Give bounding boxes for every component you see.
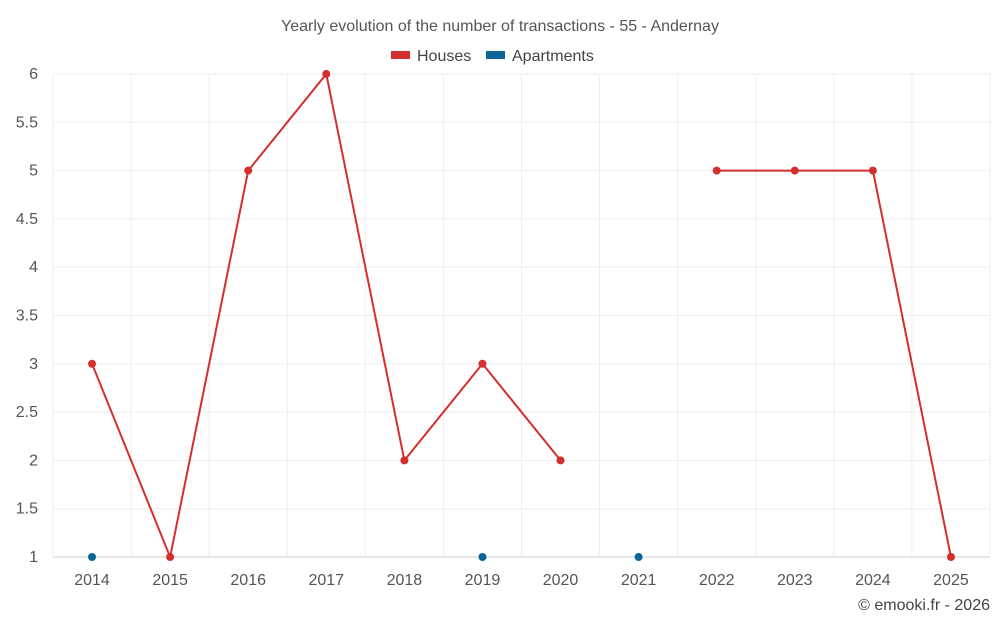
- legend-swatch-houses: [391, 51, 410, 59]
- data-point-houses[interactable]: [712, 166, 721, 175]
- data-point-houses[interactable]: [244, 166, 253, 175]
- legend-label-apartments: Apartments: [512, 48, 594, 65]
- x-axis-ticks: 2014 2015 2016 2017 2018 2019 2020 2021 2022 2023…: [74, 572, 969, 589]
- credit-text: © emooki.fr - 2026: [858, 597, 990, 614]
- data-point-apartments[interactable]: [634, 553, 643, 561]
- series-line-houses: [716, 169, 952, 558]
- x-tick-label: 2020: [543, 572, 579, 589]
- x-tick-label: 2022: [699, 572, 735, 589]
- y-tick-label: 3.5: [16, 308, 38, 325]
- legend-swatch-apartments: [486, 51, 505, 59]
- data-point-houses[interactable]: [166, 553, 175, 561]
- data-point-houses[interactable]: [88, 359, 97, 368]
- y-axis-ticks: 1 1.5 2 2.5 3 3.5 4 4.5 5 5.5 6: [16, 66, 38, 566]
- grid: [52, 73, 991, 558]
- data-point-apartments[interactable]: [478, 553, 487, 561]
- y-tick-label: 2: [29, 452, 38, 469]
- x-tick-label: 2023: [777, 572, 813, 589]
- data-point-houses[interactable]: [556, 456, 565, 465]
- data-point-houses[interactable]: [400, 456, 409, 465]
- x-tick-label: 2014: [74, 572, 110, 589]
- legend-item-houses[interactable]: Houses: [391, 48, 471, 65]
- y-tick-label: 2.5: [16, 404, 38, 421]
- data-point-houses[interactable]: [790, 166, 799, 175]
- y-tick-label: 1: [29, 549, 38, 566]
- legend-label-houses: Houses: [417, 48, 471, 65]
- legend-item-apartments[interactable]: Apartments: [486, 48, 594, 65]
- y-tick-label: 4: [29, 259, 38, 276]
- x-tick-label: 2016: [230, 572, 266, 589]
- x-tick-label: 2024: [855, 572, 891, 589]
- x-tick-label: 2021: [621, 572, 657, 589]
- data-point-houses[interactable]: [868, 166, 877, 175]
- x-tick-label: 2017: [308, 572, 344, 589]
- data-point-apartments[interactable]: [88, 553, 97, 561]
- series-layer: [88, 70, 955, 561]
- y-tick-label: 4.5: [16, 211, 38, 228]
- series-apartments: [88, 553, 643, 561]
- x-tick-label: 2025: [933, 572, 969, 589]
- legend: Houses Apartments: [391, 48, 594, 65]
- data-point-houses[interactable]: [322, 70, 331, 78]
- series-houses: [88, 70, 955, 561]
- data-point-houses[interactable]: [478, 359, 487, 368]
- chart-title: Yearly evolution of the number of transa…: [281, 18, 719, 35]
- x-tick-label: 2018: [387, 572, 423, 589]
- y-tick-label: 5: [29, 163, 38, 180]
- y-tick-label: 5.5: [16, 114, 38, 131]
- x-tick-label: 2019: [465, 572, 501, 589]
- y-tick-label: 1.5: [16, 501, 38, 518]
- data-point-houses[interactable]: [946, 553, 955, 561]
- y-tick-label: 6: [29, 66, 38, 83]
- x-tick-label: 2015: [152, 572, 188, 589]
- y-tick-label: 3: [29, 356, 38, 373]
